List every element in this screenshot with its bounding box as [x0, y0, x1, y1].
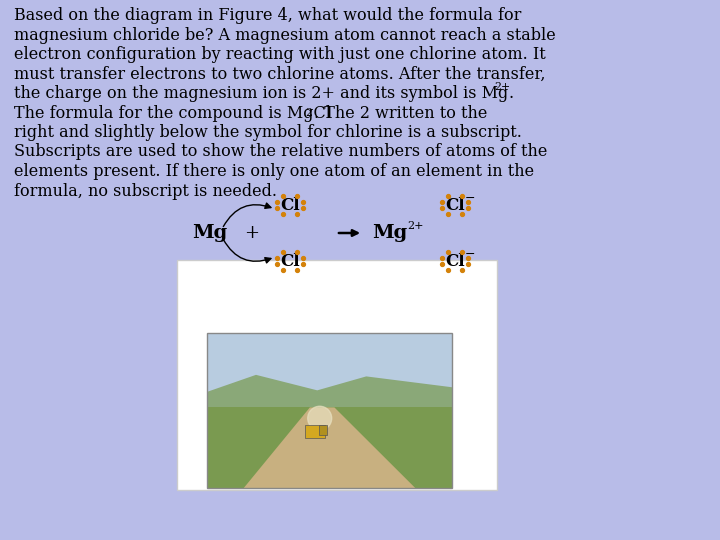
Text: the charge on the magnesium ion is 2+ and its symbol is Mg: the charge on the magnesium ion is 2+ an…: [14, 85, 508, 102]
Text: Cl: Cl: [445, 197, 465, 213]
Text: Based on the diagram in Figure 4, what would the formula for: Based on the diagram in Figure 4, what w…: [14, 7, 521, 24]
Text: right and slightly below the symbol for chlorine is a subscript.: right and slightly below the symbol for …: [14, 124, 522, 141]
Text: . The 2 written to the: . The 2 written to the: [314, 105, 487, 122]
Polygon shape: [244, 407, 415, 488]
Text: elements present. If there is only one atom of an element in the: elements present. If there is only one a…: [14, 163, 534, 180]
Text: formula, no subscript is needed.: formula, no subscript is needed.: [14, 183, 277, 199]
Bar: [207, 333, 452, 407]
Text: 2+: 2+: [494, 82, 510, 92]
Text: 2+: 2+: [407, 221, 423, 231]
Text: The formula for the compound is MgCl: The formula for the compound is MgCl: [14, 105, 331, 122]
Text: electron configuration by reacting with just one chlorine atom. It: electron configuration by reacting with …: [14, 46, 546, 63]
Text: magnesium chloride be? A magnesium atom cannot reach a stable: magnesium chloride be? A magnesium atom …: [14, 26, 556, 44]
Text: −: −: [464, 247, 475, 260]
Text: must transfer electrons to two chlorine atoms. After the transfer,: must transfer electrons to two chlorine …: [14, 65, 546, 83]
Text: .: .: [509, 85, 514, 102]
Bar: [207, 333, 452, 488]
Text: 2: 2: [305, 107, 312, 118]
Text: Mg: Mg: [372, 224, 408, 242]
Text: −: −: [464, 192, 475, 205]
Bar: [305, 426, 325, 438]
Bar: [177, 260, 497, 490]
Bar: [319, 426, 327, 435]
Circle shape: [307, 406, 332, 430]
Text: Subscripts are used to show the relative numbers of atoms of the: Subscripts are used to show the relative…: [14, 144, 547, 160]
Text: +: +: [245, 224, 259, 242]
Text: Cl: Cl: [280, 197, 300, 213]
Text: Mg: Mg: [192, 224, 228, 242]
Polygon shape: [207, 375, 452, 407]
Text: Cl: Cl: [280, 253, 300, 269]
Bar: [207, 407, 452, 488]
Text: Cl: Cl: [445, 253, 465, 269]
